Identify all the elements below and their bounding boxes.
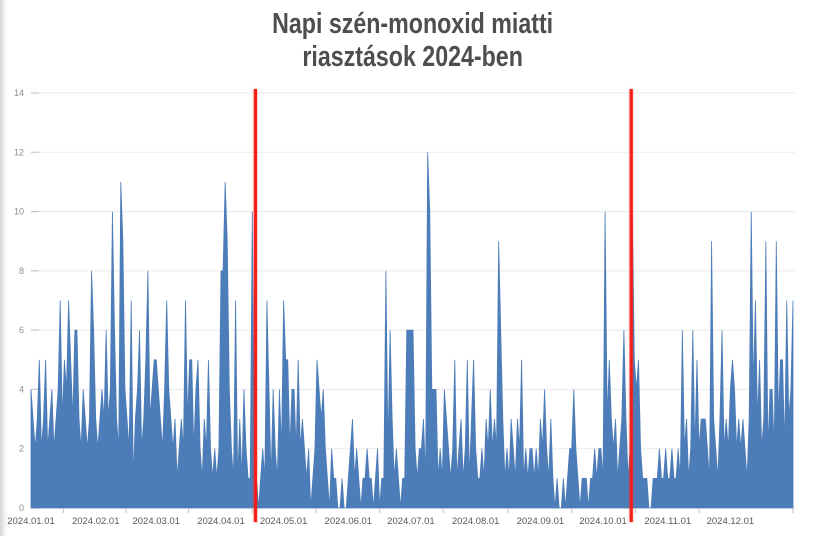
x-axis-tick-label: 2024.06.01 — [325, 516, 373, 527]
x-axis-tick-label: 2024.01.01 — [7, 516, 55, 527]
y-axis-tick-label: 8 — [19, 266, 24, 276]
x-axis-tick-label: 2024.03.01 — [132, 516, 180, 527]
y-axis-tick-label: 14 — [14, 88, 24, 98]
screenshot-left-edge-shadow — [0, 0, 8, 536]
y-axis-tick-label: 10 — [14, 207, 24, 217]
x-axis-tick-label: 2024.07.01 — [387, 516, 435, 527]
chart-title: Napi szén-monoxid miatti riasztások 2024… — [0, 8, 825, 74]
x-axis-tick-label: 2024.08.01 — [452, 516, 500, 527]
x-axis-tick-label: 2024.09.01 — [517, 516, 565, 527]
x-axis-tick-label: 2024.12.01 — [707, 516, 755, 527]
x-axis-tick-label: 2024.11.01 — [644, 516, 691, 527]
alert-area-series — [30, 152, 794, 509]
x-axis-tick-label: 2024.10.01 — [579, 516, 627, 527]
x-axis-tick-label: 2024.04.01 — [197, 516, 245, 527]
y-axis-tick-label: 2 — [19, 444, 24, 454]
x-axis-tick-label: 2024.02.01 — [72, 516, 120, 527]
y-axis-tick-label: 6 — [19, 325, 24, 335]
x-axis-tick-label: 2024.05.01 — [260, 516, 308, 527]
y-axis-tick-label: 12 — [14, 147, 24, 157]
y-axis-tick-label: 0 — [19, 503, 24, 513]
chart-title-line-1: Napi szén-monoxid miatti — [271, 8, 553, 40]
chart-title-line-2: riasztások 2024-ben — [302, 41, 523, 74]
y-axis-tick-label: 4 — [19, 384, 24, 394]
